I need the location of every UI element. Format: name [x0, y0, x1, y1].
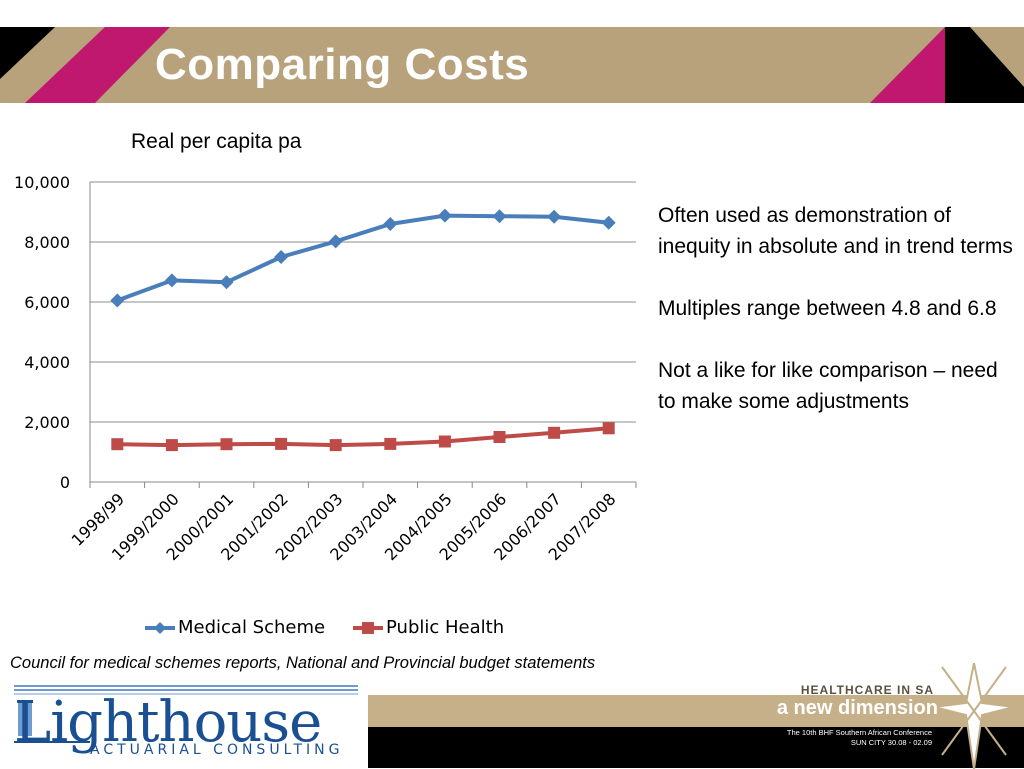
data-point-medical-scheme [383, 217, 398, 231]
notes-panel: Often used as demonstration of inequity … [658, 200, 1018, 448]
line-chart: 02,0004,0006,0008,00010,0001998/991999/2… [14, 173, 637, 564]
logo-wordmark: Lighthouse [14, 690, 322, 755]
series-line-medical-scheme [116, 213, 609, 303]
legend-swatch-medical-scheme [145, 622, 175, 634]
series-line-public-health [117, 426, 609, 448]
data-point-medical-scheme [164, 273, 179, 288]
banner-black-strip [368, 727, 1024, 768]
data-point-public-health [329, 439, 342, 452]
conference-banner [368, 663, 1024, 769]
company-logo [0, 684, 368, 768]
star-icon [934, 663, 1014, 769]
data-point-medical-scheme [492, 209, 507, 224]
data-point-medical-scheme [547, 209, 562, 224]
data-point-public-health [165, 439, 178, 452]
y-tick-label: 4,000 [24, 353, 70, 372]
logo-rule [14, 741, 90, 743]
y-tick-label: 2,000 [24, 413, 70, 432]
title-bar [0, 27, 1024, 103]
logo-subtitle: Actuarial Consulting [90, 742, 344, 758]
data-point-public-health [438, 435, 451, 448]
note-comparison: Not a like for like comparison – need to… [658, 359, 998, 413]
lighthouse-logo-lines [14, 685, 358, 736]
y-tick-label: 8,000 [24, 233, 70, 252]
legend-label-public-health: Public Health [386, 617, 505, 638]
legend-swatch-public-health [353, 622, 383, 634]
data-point-public-health [275, 437, 288, 450]
data-point-medical-scheme [437, 208, 452, 223]
slide-title: Comparing Costs [155, 40, 530, 89]
note-multiples: Multiples range between 4.8 and 6.8 [658, 297, 997, 320]
data-point-public-health [111, 438, 124, 451]
lighthouse-tower-icon [18, 702, 32, 736]
banner-tagline: a new dimension [776, 697, 938, 719]
data-point-medical-scheme [328, 234, 343, 249]
banner-conference-name: The 10th BHF Southern African Conference [786, 728, 932, 737]
y-tick-label: 0 [60, 473, 70, 492]
data-point-medical-scheme [219, 275, 234, 290]
legend-label-medical-scheme: Medical Scheme [178, 617, 326, 638]
chart-title: Real per capita pa [131, 130, 302, 153]
y-tick-label: 10,000 [14, 173, 70, 192]
data-point-public-health [493, 431, 506, 443]
data-point-medical-scheme [601, 215, 616, 230]
data-point-medical-scheme [110, 293, 125, 308]
data-point-public-health [220, 438, 233, 451]
data-point-medical-scheme [274, 250, 289, 264]
banner-headline: HEALTHCARE IN SA [800, 683, 934, 697]
note-inequity: Often used as demonstration of inequity … [658, 204, 1013, 258]
banner-conference-venue: SUN CITY 30.08 - 02.09 [850, 738, 932, 747]
chart-legend: Medical Scheme Public Health [0, 617, 640, 641]
data-point-public-health [548, 426, 561, 439]
data-point-public-health [384, 437, 397, 450]
title-bar-decoration [0, 27, 1024, 103]
data-point-public-health [602, 422, 615, 435]
banner-conference: The 10th BHF Southern African Conference… [787, 728, 932, 748]
banner-tan-strip [368, 695, 1024, 727]
y-tick-label: 6,000 [24, 293, 70, 312]
source-citation: Council for medical schemes reports, Nat… [10, 654, 596, 672]
